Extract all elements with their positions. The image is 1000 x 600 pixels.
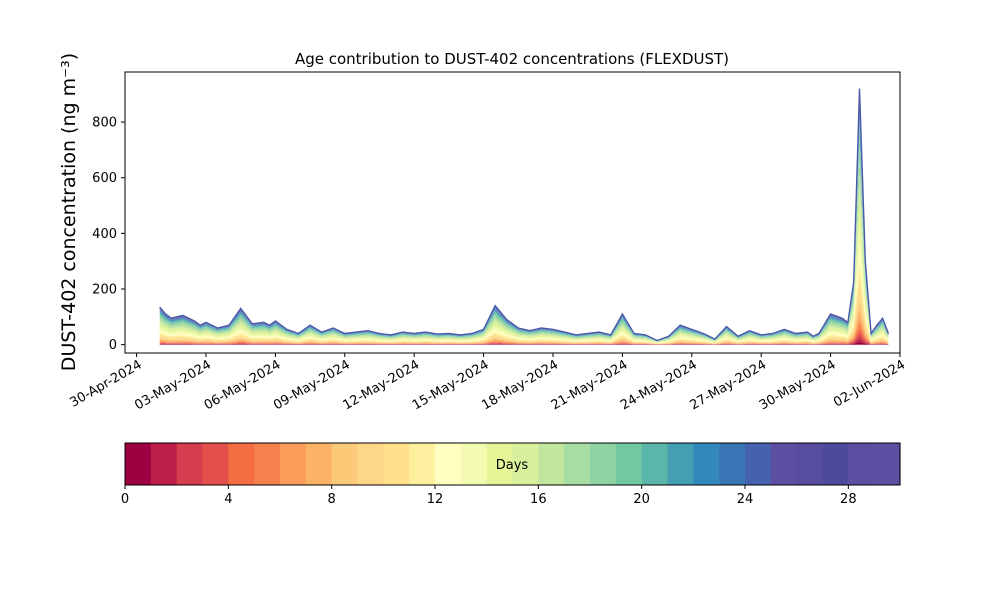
x-tick-label: 21-May-2024 xyxy=(549,357,631,413)
colorbar-swatch xyxy=(512,443,539,485)
x-tick-label: 27-May-2024 xyxy=(688,357,770,413)
y-axis: 0 200 400 600 800 xyxy=(92,116,125,353)
colorbar-swatch xyxy=(719,443,746,485)
y-tick-label: 0 xyxy=(109,338,117,353)
age-band-18 xyxy=(159,146,889,342)
colorbar-swatch xyxy=(305,443,333,485)
y-tick-label: 400 xyxy=(92,227,117,242)
age-band-0 xyxy=(159,341,889,345)
chart-title: Age contribution to DUST-402 concentrati… xyxy=(295,50,729,68)
colorbar-swatch xyxy=(357,443,384,485)
colorbar-tick-label: 20 xyxy=(633,492,650,507)
total-line xyxy=(159,88,890,342)
colorbar xyxy=(125,443,901,485)
age-band-23 xyxy=(159,108,889,341)
age-band-21 xyxy=(159,119,889,342)
age-band-25 xyxy=(159,100,889,341)
x-tick-label: 06-May-2024 xyxy=(202,357,284,413)
colorbar-ticks: 0 4 8 12 16 20 24 28 xyxy=(121,485,857,507)
x-tick-label: 18-May-2024 xyxy=(479,357,561,413)
x-tick-label: 03-May-2024 xyxy=(132,357,214,413)
colorbar-swatch xyxy=(770,443,798,485)
colorbar-swatch xyxy=(125,443,152,485)
colorbar-tick-label: 0 xyxy=(121,492,129,507)
colorbar-frame xyxy=(124,442,901,486)
age-band-28 xyxy=(159,91,889,341)
age-band-20 xyxy=(159,126,889,342)
age-band-29 xyxy=(159,88,889,341)
colorbar-swatch xyxy=(409,443,436,485)
colorbar-tick-label: 16 xyxy=(530,492,547,507)
colorbar-swatch xyxy=(667,443,694,485)
age-band-14 xyxy=(159,209,889,343)
colorbar-swatch xyxy=(150,443,178,485)
colorbar-swatch xyxy=(796,443,824,485)
age-band-24 xyxy=(159,104,889,341)
x-tick-label: 09-May-2024 xyxy=(271,357,353,413)
colorbar-tick-label: 4 xyxy=(224,492,232,507)
colorbar-swatch xyxy=(848,443,875,485)
colorbar-swatch xyxy=(435,443,462,485)
age-band-22 xyxy=(159,113,889,341)
age-band-15 xyxy=(159,191,889,343)
colorbar-swatch xyxy=(590,443,617,485)
y-tick-label: 600 xyxy=(92,171,117,186)
x-axis: 30-Apr-202403-May-202406-May-202409-May-… xyxy=(67,353,908,413)
age-band-16 xyxy=(159,174,889,343)
colorbar-tick-label: 24 xyxy=(737,492,754,507)
x-tick-label: 30-May-2024 xyxy=(757,357,839,413)
colorbar-swatch xyxy=(641,443,669,485)
colorbar-swatch xyxy=(538,443,565,485)
age-band-27 xyxy=(159,94,889,341)
age-band-19 xyxy=(159,135,889,342)
colorbar-label: Days xyxy=(496,458,529,473)
colorbar-tick-label: 8 xyxy=(328,492,336,507)
colorbar-swatch xyxy=(693,443,720,485)
colorbar-swatch xyxy=(822,443,849,485)
x-tick-label: 15-May-2024 xyxy=(410,357,492,413)
y-tick-label: 200 xyxy=(92,283,117,298)
x-tick-label: 12-May-2024 xyxy=(340,357,422,413)
plot-area xyxy=(159,88,890,345)
colorbar-swatch xyxy=(228,443,255,485)
colorbar-swatch xyxy=(564,443,591,485)
colorbar-swatch xyxy=(874,443,901,485)
plot-frame xyxy=(124,71,901,354)
age-band-26 xyxy=(159,97,889,341)
colorbar-swatch xyxy=(254,443,281,485)
colorbar-swatch xyxy=(331,443,359,485)
colorbar-swatch xyxy=(460,443,488,485)
colorbar-swatch xyxy=(383,443,410,485)
colorbar-swatch xyxy=(280,443,307,485)
colorbar-swatch xyxy=(745,443,772,485)
colorbar-swatch xyxy=(615,443,643,485)
y-axis-label: DUST-402 concentration (ng m⁻³) xyxy=(58,53,80,371)
age-band-17 xyxy=(159,159,889,342)
colorbar-swatch xyxy=(202,443,229,485)
colorbar-swatch xyxy=(486,443,514,485)
x-tick-label: 02-Jun-2024 xyxy=(831,357,908,410)
colorbar-tick-label: 28 xyxy=(840,492,857,507)
colorbar-swatch xyxy=(176,443,204,485)
y-tick-label: 800 xyxy=(92,116,117,131)
x-tick-label: 24-May-2024 xyxy=(618,357,700,413)
colorbar-tick-label: 12 xyxy=(427,492,444,507)
